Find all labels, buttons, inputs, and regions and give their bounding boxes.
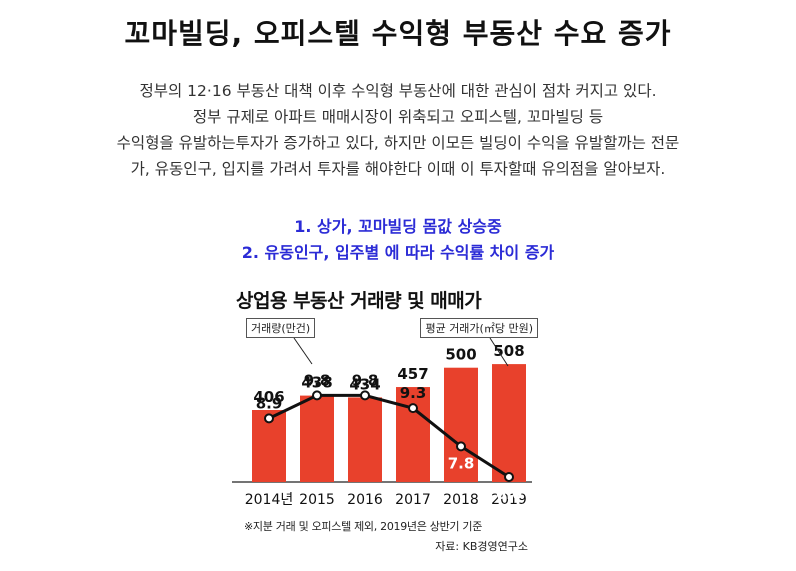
line-value-label: 9.8 bbox=[304, 371, 331, 389]
page-title: 꼬마빌딩, 오피스텔 수익형 부동산 수요 증가 bbox=[124, 17, 672, 50]
line-point bbox=[456, 441, 466, 452]
intro-line: 정부의 12·16 부동산 대책 이후 수익형 부동산에 대한 관심이 점차 커… bbox=[139, 82, 657, 100]
bar bbox=[444, 367, 478, 482]
bar-value-label: 434 bbox=[349, 375, 380, 393]
chart-note: ※지분 거래 및 오피스텔 제외, 2019년은 상반기 기준 bbox=[244, 520, 483, 533]
legend-line-series: 거래량(만건) bbox=[246, 318, 316, 338]
bar bbox=[348, 397, 382, 482]
key-points: 1. 상가, 꼬마빌딩 몸값 상승중 2. 유동인구, 입주별 에 따라 수익률… bbox=[0, 214, 796, 266]
line-value-label: 6.6 bbox=[496, 485, 523, 503]
line-point bbox=[264, 413, 274, 424]
legend-leader bbox=[489, 337, 509, 367]
line-point bbox=[504, 472, 514, 482]
x-tick-label: 2015 bbox=[299, 492, 335, 508]
intro-line: 정부 규제로 아파트 매매시장이 위축되고 오피스텔, 꼬마빌딩 등 bbox=[192, 108, 604, 126]
x-tick-label: 2014년 bbox=[245, 492, 294, 508]
line-value-label: 9.3 bbox=[400, 384, 427, 402]
chart-canvas: 4062014년43820154342016457201750020185082… bbox=[232, 337, 532, 508]
x-tick-label: 2017 bbox=[395, 492, 431, 508]
bar bbox=[300, 395, 334, 482]
intro-line: 수익형을 유발하는투자가 증가하고 있다, 하지만 이모든 빌딩이 수익을 유발… bbox=[116, 134, 680, 152]
key-point: 2. 유동인구, 입주별 에 따라 수익률 차이 증가 bbox=[241, 243, 555, 262]
bar-value-label: 438 bbox=[301, 374, 332, 392]
chart-title: 상업용 부동산 거래량 및 매매가 bbox=[236, 290, 482, 312]
legend-bar-series: 평균 거래가(㎡당 만원) bbox=[420, 318, 538, 338]
line-point bbox=[408, 403, 418, 414]
line-value-label: 7.8 bbox=[448, 454, 475, 472]
line-series bbox=[268, 393, 510, 479]
bar bbox=[492, 364, 526, 482]
bar bbox=[396, 387, 430, 482]
x-tick-label: 2019 bbox=[491, 492, 527, 508]
legend-leader bbox=[293, 337, 313, 365]
line-point bbox=[360, 390, 370, 401]
bar-value-label: 500 bbox=[445, 346, 476, 364]
bar-value-label: 406 bbox=[253, 388, 284, 406]
x-tick-label: 2018 bbox=[443, 492, 479, 508]
x-tick-label: 2016 bbox=[347, 492, 383, 508]
intro-line: 가, 유동인구, 입지를 가려서 투자를 해야한다 이때 이 투자할때 유의점을… bbox=[130, 160, 666, 178]
intro-paragraph: 정부의 12·16 부동산 대책 이후 수익형 부동산에 대한 관심이 점차 커… bbox=[0, 78, 796, 182]
bar-value-label: 457 bbox=[397, 365, 428, 383]
line-point bbox=[312, 390, 322, 401]
line-value-label: 8.9 bbox=[256, 394, 283, 412]
chart: 406 2014년 438 2015 434 2016 457 2017 500 2018 508 2… bbox=[232, 282, 552, 567]
key-point: 1. 상가, 꼬마빌딩 몸값 상승중 bbox=[294, 217, 502, 236]
line-value-label: 9.8 bbox=[352, 371, 379, 389]
chart-source: 자료: KB경영연구소 bbox=[435, 540, 528, 553]
